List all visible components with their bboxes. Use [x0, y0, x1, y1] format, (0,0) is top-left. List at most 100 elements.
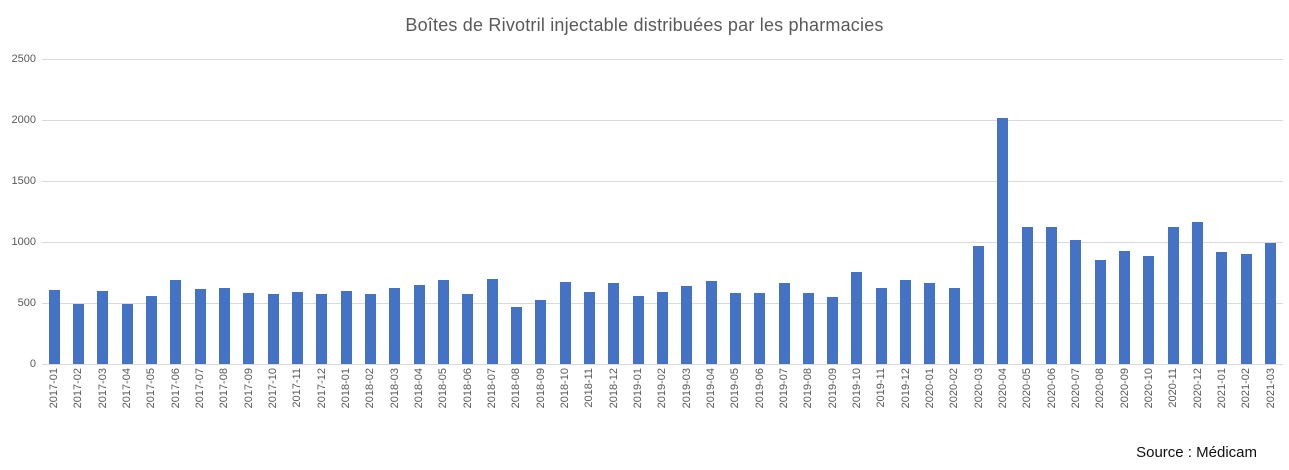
bar-slot	[115, 59, 139, 364]
bar-slot	[504, 59, 528, 364]
x-axis-slot: 2018-05	[431, 368, 455, 440]
bar-2021-02	[1240, 254, 1252, 364]
x-axis-tick-label: 2017-03	[96, 368, 109, 409]
x-axis-tick-label: 2019-03	[680, 368, 693, 409]
bar-slot	[1015, 59, 1039, 364]
bar-2018-06	[462, 294, 474, 364]
bar-slot	[1185, 59, 1209, 364]
x-axis-tick-label: 2017-07	[194, 368, 207, 409]
bar-2017-03	[97, 290, 109, 364]
bar-2020-12	[1192, 222, 1204, 364]
x-axis-tick-label: 2018-10	[559, 368, 572, 409]
bar-2018-08	[510, 306, 522, 364]
bar-2018-11	[583, 292, 595, 364]
bar-slot	[1088, 59, 1112, 364]
bar-2017-07	[194, 288, 206, 364]
x-axis-tick-label: 2020-01	[923, 368, 936, 409]
bar-slot	[650, 59, 674, 364]
x-axis-tick-label: 2018-07	[486, 368, 499, 409]
bar-slot	[212, 59, 236, 364]
x-axis-tick-label: 2017-09	[242, 368, 255, 409]
x-axis-tick-label: 2018-01	[340, 368, 353, 409]
bar-slot	[237, 59, 261, 364]
x-axis-tick-label: 2019-08	[802, 368, 815, 409]
bar-slot	[869, 59, 893, 364]
bar-2020-11	[1167, 226, 1179, 364]
bar-2017-04	[121, 303, 133, 364]
x-axis-slot: 2019-07	[772, 368, 796, 440]
x-axis-slot: 2020-08	[1088, 368, 1112, 440]
x-axis-tick-label: 2018-11	[583, 368, 596, 408]
x-axis-slot: 2019-08	[796, 368, 820, 440]
gridline	[42, 364, 1283, 365]
x-axis-tick-label: 2020-10	[1142, 368, 1155, 409]
y-axis-tick-label: 1000	[11, 236, 36, 248]
bar-2017-01	[48, 290, 60, 364]
bar-2019-07	[778, 283, 790, 364]
bar-2020-09	[1119, 251, 1131, 364]
x-axis-tick-label: 2017-08	[218, 368, 231, 409]
x-axis-tick-label: 2018-02	[364, 368, 377, 409]
x-axis-slot: 2019-09	[821, 368, 845, 440]
x-axis-slot: 2019-06	[748, 368, 772, 440]
x-axis-tick-label: 2017-05	[145, 368, 158, 409]
x-axis-slot: 2018-04	[407, 368, 431, 440]
x-axis-tick-label: 2017-01	[48, 368, 61, 409]
x-axis-tick-label: 2020-09	[1118, 368, 1131, 409]
bar-slot	[456, 59, 480, 364]
bar-2017-11	[291, 292, 303, 364]
bar-slot	[310, 59, 334, 364]
x-axis-slot: 2019-01	[626, 368, 650, 440]
x-axis-tick-label: 2020-05	[1021, 368, 1034, 409]
x-axis-slot: 2020-12	[1185, 368, 1209, 440]
y-axis-tick-label: 2500	[11, 53, 36, 65]
x-axis-slot: 2018-02	[358, 368, 382, 440]
x-axis-tick-label: 2021-02	[1240, 368, 1253, 409]
bar-2019-06	[754, 293, 766, 364]
x-axis-tick-label: 2018-04	[413, 368, 426, 409]
x-axis-tick-label: 2019-09	[826, 368, 839, 409]
x-axis-tick-label: 2020-11	[1167, 368, 1180, 408]
x-axis-slot: 2018-09	[529, 368, 553, 440]
x-axis-slot: 2019-10	[845, 368, 869, 440]
bar-2021-03	[1265, 242, 1277, 364]
bar-slot	[139, 59, 163, 364]
bar-slot	[1112, 59, 1136, 364]
bar-series	[42, 59, 1283, 364]
bar-2018-09	[535, 299, 547, 364]
chart-title: Boîtes de Rivotril injectable distribuée…	[405, 15, 884, 35]
x-axis-tick-label: 2017-02	[72, 368, 85, 409]
x-axis-tick-label: 2018-03	[388, 368, 401, 409]
bar-2020-02	[948, 288, 960, 364]
x-axis-tick-label: 2020-07	[1069, 368, 1082, 409]
x-axis-tick-label: 2019-10	[850, 368, 863, 409]
bar-slot	[1258, 59, 1282, 364]
bar-slot	[893, 59, 917, 364]
bar-2019-12	[900, 280, 912, 364]
x-axis-slot: 2019-04	[699, 368, 723, 440]
gridline	[42, 120, 1283, 121]
x-axis-tick-label: 2021-03	[1264, 368, 1277, 409]
bar-slot	[66, 59, 90, 364]
bar-2017-06	[170, 280, 182, 364]
bar-2020-03	[973, 246, 985, 364]
bar-2018-05	[437, 279, 449, 364]
x-axis-slot: 2019-11	[869, 368, 893, 440]
x-axis-slot: 2020-06	[1039, 368, 1063, 440]
bar-2018-12	[608, 283, 620, 364]
x-axis-slot: 2018-10	[553, 368, 577, 440]
x-axis-slot: 2019-05	[723, 368, 747, 440]
x-axis-slot: 2018-11	[577, 368, 601, 440]
bar-2018-02	[364, 293, 376, 364]
bar-slot	[796, 59, 820, 364]
bar-2019-02	[656, 292, 668, 364]
x-axis-tick-label: 2018-05	[437, 368, 450, 409]
bar-2020-10	[1143, 256, 1155, 364]
bar-slot	[261, 59, 285, 364]
x-axis-tick-label: 2020-04	[996, 368, 1009, 409]
bar-2017-02	[72, 304, 84, 364]
x-axis-slot: 2020-03	[966, 368, 990, 440]
bar-slot	[529, 59, 553, 364]
x-axis-tick-label: 2019-07	[778, 368, 790, 409]
bar-2017-08	[218, 288, 230, 364]
